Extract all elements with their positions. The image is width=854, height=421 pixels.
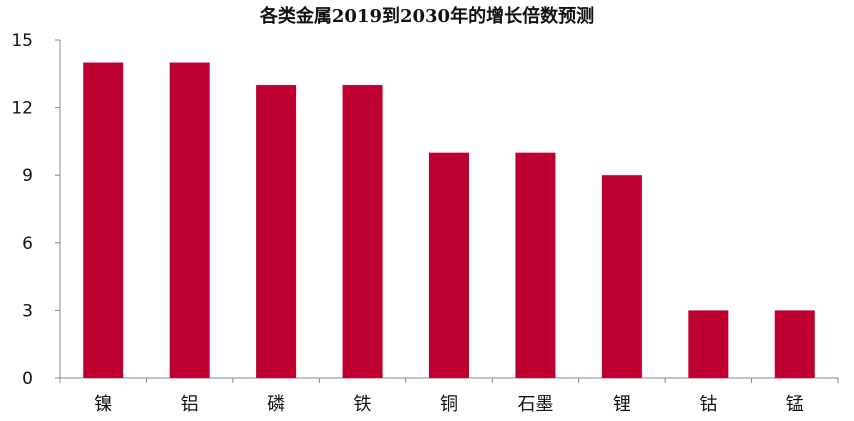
x-tick-label: 锂	[613, 394, 631, 415]
bar-9	[774, 310, 815, 378]
x-tick-label: 石墨	[517, 394, 553, 415]
x-tick-label: 镍	[94, 394, 112, 415]
x-tick-label: 铝	[181, 394, 199, 415]
bar-6	[515, 152, 556, 378]
bar-7	[601, 175, 642, 378]
x-tick-label: 铜	[440, 394, 458, 415]
y-tick-label: 0	[22, 369, 33, 389]
chart-title: 各类金属2019到2030年的增长倍数预测	[259, 6, 595, 27]
x-tick-label: 铁	[354, 394, 372, 415]
y-tick-label: 12	[11, 99, 33, 119]
y-tick-label: 9	[22, 166, 33, 186]
x-tick-label: 锰	[786, 394, 804, 415]
y-tick-label: 6	[22, 234, 33, 254]
bar-4	[342, 85, 383, 379]
bar-8	[688, 310, 729, 378]
y-tick-label: 15	[11, 31, 33, 51]
bar-3	[256, 85, 297, 379]
x-tick-label: 磷	[267, 394, 285, 415]
bar-2	[169, 62, 210, 379]
bar-5	[429, 152, 469, 378]
y-tick-label: 3	[22, 301, 33, 321]
bar-1	[83, 62, 124, 379]
x-tick-label: 钴	[699, 394, 717, 415]
